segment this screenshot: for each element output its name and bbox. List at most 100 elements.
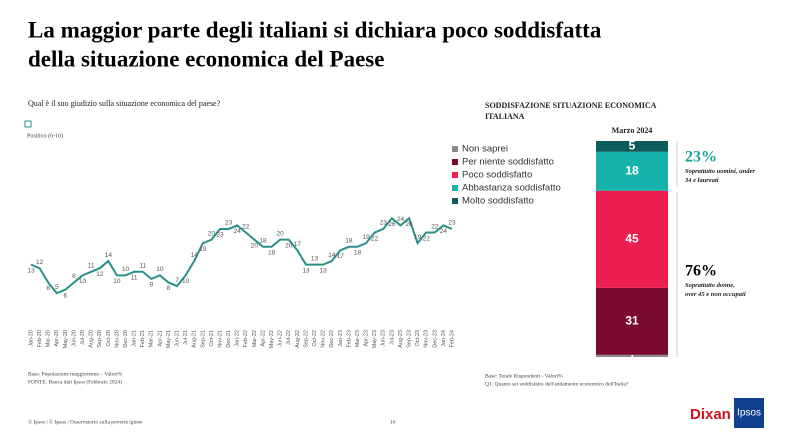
segment-label: 45 xyxy=(625,231,639,245)
x-tick-label: Jul-23 xyxy=(389,330,395,345)
data-label: 10 xyxy=(182,278,190,285)
x-tick-label: Mar-23 xyxy=(355,330,361,347)
page-number: 16 xyxy=(390,419,396,425)
data-label: 26 xyxy=(388,221,396,228)
annotation-value: 23% xyxy=(685,149,717,166)
data-label: 10 xyxy=(156,266,164,273)
x-tick-label: Jun-22 xyxy=(278,330,284,347)
data-label: 19 xyxy=(362,234,370,241)
x-tick-label: Aug-22 xyxy=(295,330,301,348)
chart-title: Qual è il suo giudizio sulla situazione … xyxy=(28,99,221,108)
x-tick-label: Apr-22 xyxy=(260,330,266,347)
x-tick-label: May-20 xyxy=(63,330,69,348)
data-label: 22 xyxy=(371,235,379,242)
data-label: 20 xyxy=(251,242,259,249)
data-label: 12 xyxy=(96,271,104,278)
data-label: 14 xyxy=(191,252,199,259)
x-tick-label: Oct-21 xyxy=(209,330,215,347)
annotation-text: Soprattutto donne, over 45 e non occupati xyxy=(685,282,746,298)
legend-label: Non saprei xyxy=(462,144,508,155)
data-label: 18 xyxy=(345,238,353,245)
data-label: 23 xyxy=(216,232,224,239)
chart-title: SODDISFAZIONE SITUAZIONE ECONOMICA ITALIA… xyxy=(485,101,657,121)
x-tick-label: Apr-23 xyxy=(364,330,370,347)
slide-title: La maggior parte degli italiani si dichi… xyxy=(28,17,602,42)
data-label: 26 xyxy=(405,221,413,228)
x-tick-label: Apr-21 xyxy=(157,330,163,347)
annotation-text: Soprattutto uomini, under xyxy=(685,168,755,175)
data-label: 23 xyxy=(225,220,233,227)
annotation-value: 76% xyxy=(685,263,717,280)
data-label: 20 xyxy=(285,242,293,249)
annotation-text: 34 e laureati xyxy=(684,177,719,184)
note: Base: Totale Rispondenti - Valori% xyxy=(485,373,563,379)
x-tick-label: Marzo 2024 xyxy=(612,126,653,135)
chart-title: ITALIANA xyxy=(485,112,525,121)
data-label: 14 xyxy=(328,252,336,259)
x-tick-label: Mar-21 xyxy=(149,330,155,347)
data-label: 12 xyxy=(36,259,44,266)
data-label: 24 xyxy=(234,228,242,235)
x-tick-label: May-23 xyxy=(372,330,378,348)
chart-title: SODDISFAZIONE SITUAZIONE ECONOMICA xyxy=(485,101,657,110)
data-label: 11 xyxy=(139,262,146,269)
data-label: 10 xyxy=(122,266,130,273)
data-label: 5 xyxy=(55,284,59,291)
legend-label: Molto soddisfatto xyxy=(462,196,534,207)
logo: Ipsos xyxy=(737,408,761,419)
x-tick-label: Dec-20 xyxy=(123,330,129,348)
x-tick-label: Sep-21 xyxy=(200,330,206,348)
bar-segment xyxy=(596,354,668,357)
data-label: 18 xyxy=(259,238,267,245)
x-tick-label: Nov-22 xyxy=(321,330,327,348)
data-label: 6 xyxy=(64,292,68,299)
x-tick-label: Sep-20 xyxy=(97,330,103,348)
data-label: 19 xyxy=(199,246,207,253)
x-tick-label: Jan-24 xyxy=(441,330,447,347)
x-tick-label: Jul-21 xyxy=(183,330,189,345)
x-tick-label: Jan-20 xyxy=(28,330,34,347)
data-label: 13 xyxy=(311,255,319,262)
data-label: 11 xyxy=(131,274,138,281)
data-label: 8 xyxy=(72,273,76,280)
x-tick-label: Feb-20 xyxy=(37,330,43,347)
slide-title: della situazione economica del Paese xyxy=(28,46,384,71)
x-tick-label: Jan-23 xyxy=(338,330,344,347)
logo-box xyxy=(734,398,764,428)
data-label: 23 xyxy=(448,220,456,227)
annotation-text: over 45 e non occupati xyxy=(685,291,746,298)
data-label: 17 xyxy=(337,253,345,260)
bar-segment xyxy=(596,287,668,355)
data-label: 13 xyxy=(302,267,310,274)
line xyxy=(30,216,453,295)
data-label: 10 xyxy=(79,278,87,285)
x-tick-label: Jul-22 xyxy=(286,330,292,345)
data-label: 13 xyxy=(27,267,35,274)
annotation-text: Soprattutto uomini, under 34 e laureati xyxy=(684,168,755,184)
note: Q1. Quanto sei soddisfatto dell'andament… xyxy=(485,380,629,387)
data-label: 9 xyxy=(149,282,153,289)
data-label: 24 xyxy=(440,228,448,235)
x-tick-label: Oct-23 xyxy=(415,330,421,347)
x-tick-label: Sep-23 xyxy=(406,330,412,348)
x-tick-label: Oct-22 xyxy=(312,330,318,347)
x-tick-label: Dec-21 xyxy=(226,330,232,348)
segment-label: 1 xyxy=(629,348,636,362)
data-label: 8 xyxy=(167,285,171,292)
note: Base: Popolazione maggiorenne – Valori% xyxy=(28,371,123,377)
annotation-text: Soprattutto donne, xyxy=(685,282,735,289)
x-tick-label: Aug-23 xyxy=(398,330,404,348)
data-label: 14 xyxy=(105,252,113,259)
x-tick-label: Feb-23 xyxy=(346,330,352,347)
x-tick-label: Sep-22 xyxy=(303,330,309,348)
x-tick-label: Jun-23 xyxy=(381,330,387,347)
x-tick-label: Feb-24 xyxy=(449,330,455,347)
data-label: 22 xyxy=(242,223,250,230)
segment-label: 5 xyxy=(629,139,636,153)
x-tick-label: May-22 xyxy=(269,330,275,348)
x-tick-label: Jan-21 xyxy=(132,330,138,347)
legend-label: Per niente soddisfatto xyxy=(462,157,554,168)
data-label: 18 xyxy=(268,250,276,257)
legend-label: Abbastanza soddisfatto xyxy=(462,183,561,194)
